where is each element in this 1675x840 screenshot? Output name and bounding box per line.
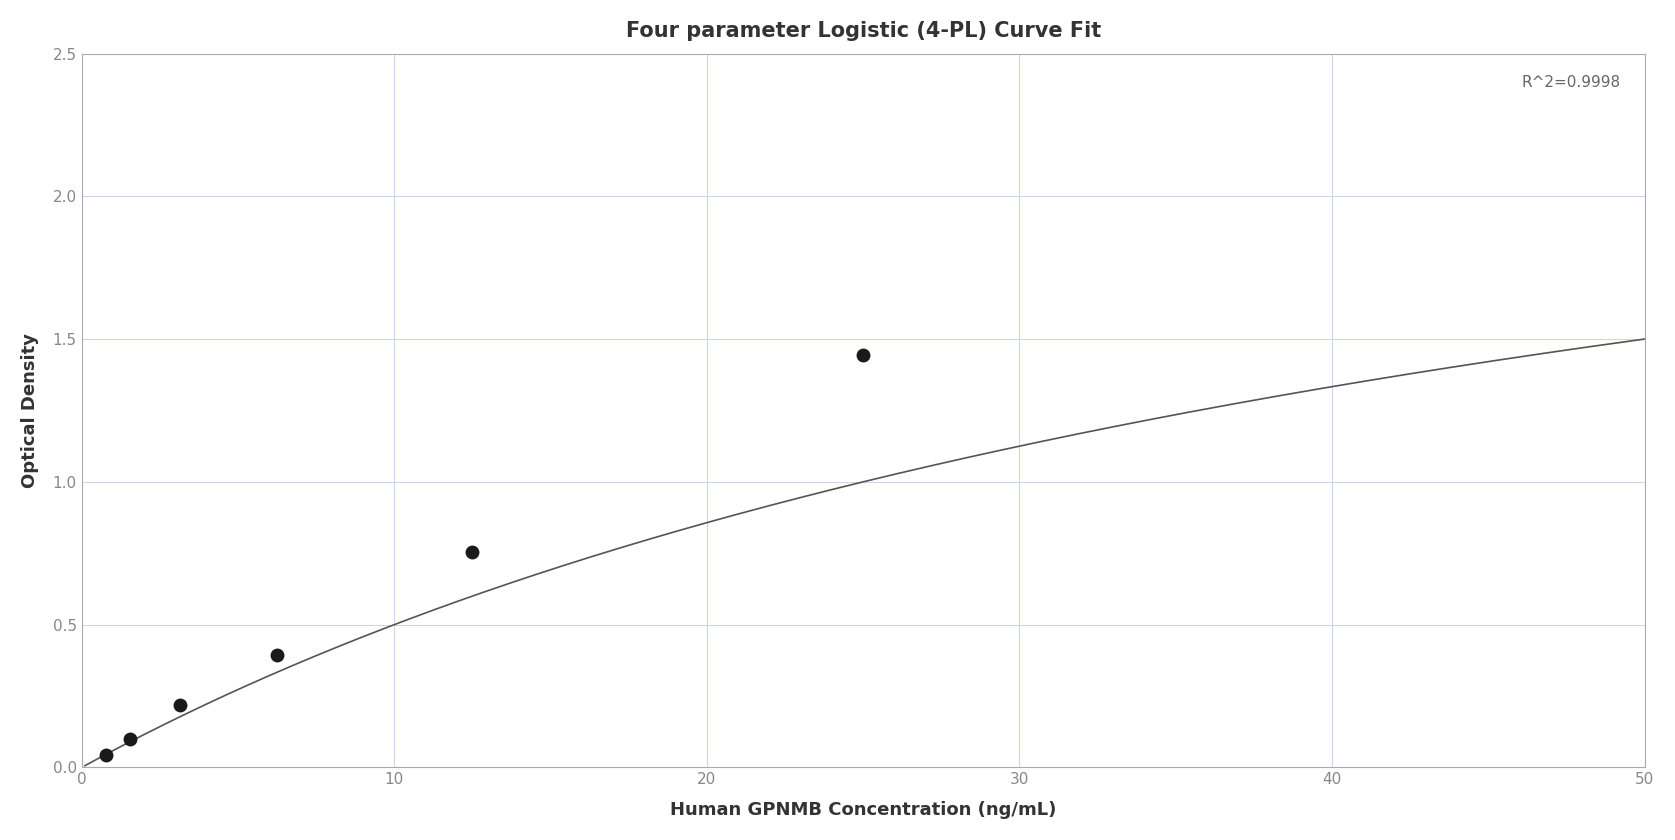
Point	[92, 748, 119, 761]
Y-axis label: Optical Density: Optical Density	[20, 333, 39, 488]
Title: Four parameter Logistic (4-PL) Curve Fit: Four parameter Logistic (4-PL) Curve Fit	[625, 21, 1100, 41]
Text: R^2=0.9998: R^2=0.9998	[1523, 75, 1621, 90]
Point	[117, 732, 144, 746]
Point	[263, 648, 290, 661]
Point	[459, 545, 486, 559]
X-axis label: Human GPNMB Concentration (ng/mL): Human GPNMB Concentration (ng/mL)	[670, 801, 1057, 819]
Point	[166, 698, 193, 711]
Point	[849, 348, 876, 361]
